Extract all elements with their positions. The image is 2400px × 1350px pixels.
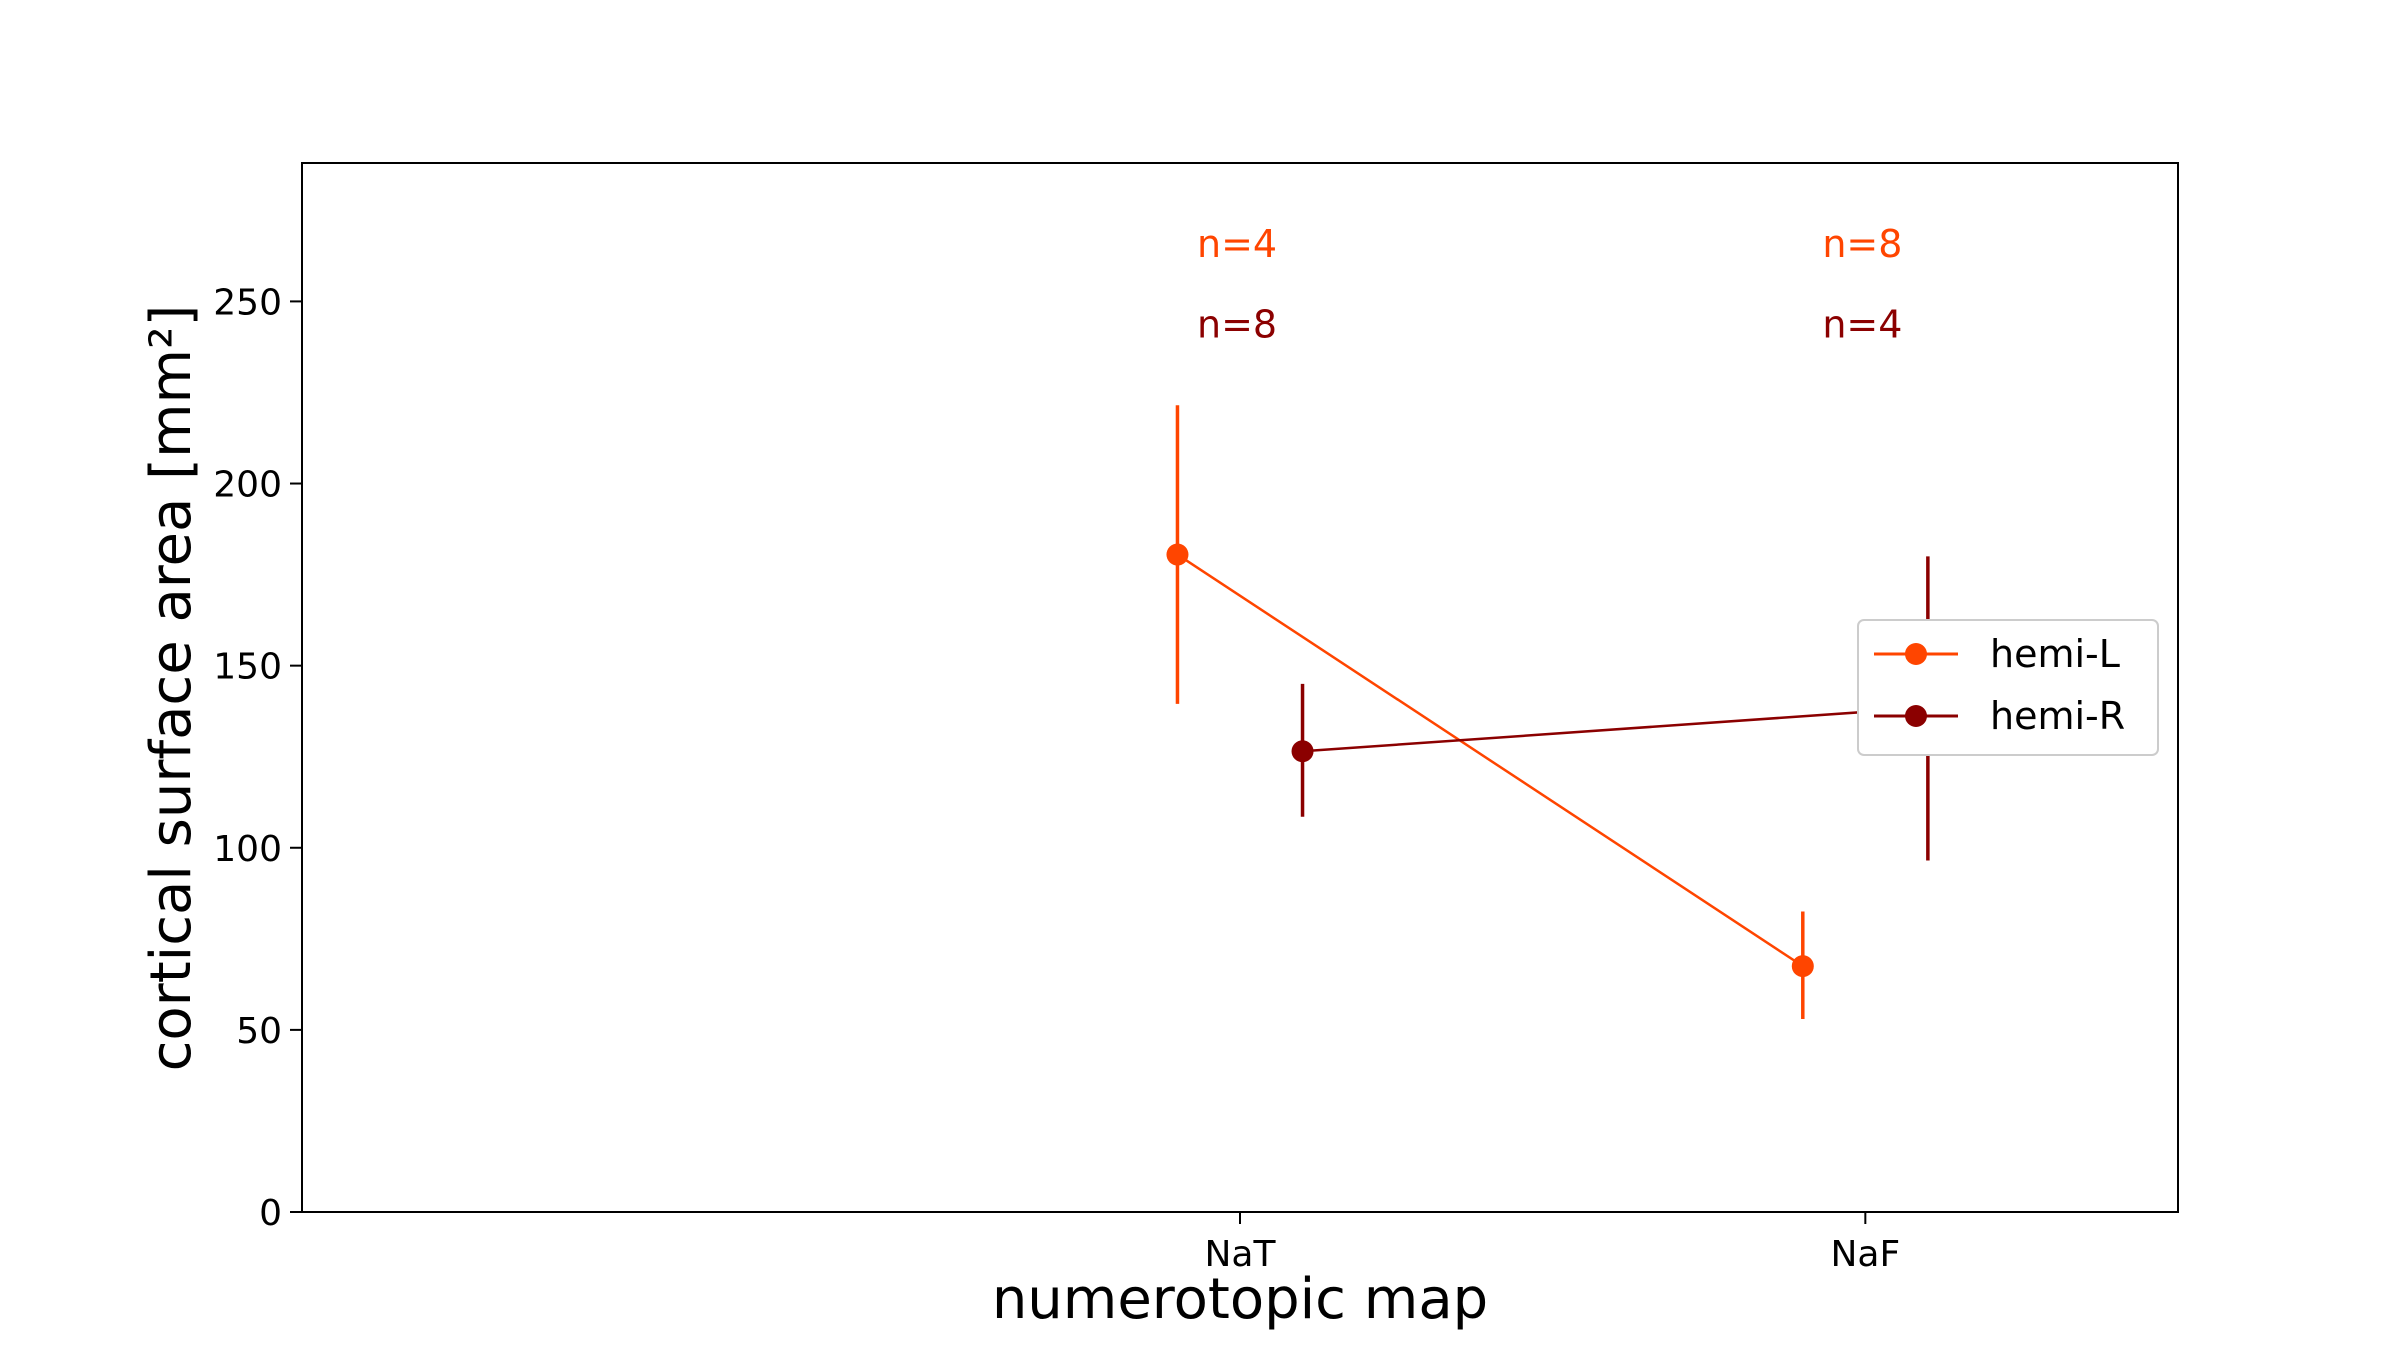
series-line bbox=[1176, 553, 1804, 968]
y-tick-label: 0 bbox=[259, 1193, 282, 1234]
legend-marker bbox=[1905, 643, 1927, 665]
n-label: n=4 bbox=[1822, 302, 1902, 346]
series-layer bbox=[1166, 405, 1939, 1019]
y-tick-label: 50 bbox=[236, 1011, 282, 1052]
data-point bbox=[1791, 955, 1814, 978]
legend-entry: hemi-L bbox=[1874, 632, 2120, 676]
series-line bbox=[1302, 706, 1928, 753]
n-labels: n=4 n=8 n=8 n=4 bbox=[1197, 222, 1902, 346]
series-hemi-R bbox=[1291, 556, 1939, 861]
n-label: n=8 bbox=[1197, 302, 1277, 346]
legend-label: hemi-L bbox=[1990, 632, 2120, 676]
y-tick-label: 200 bbox=[213, 465, 282, 506]
data-point bbox=[1166, 543, 1189, 566]
x-axis-title: numerotopic map bbox=[992, 1267, 1488, 1332]
n-label: n=8 bbox=[1822, 222, 1902, 266]
n-label: n=4 bbox=[1197, 222, 1277, 266]
legend-label: hemi-R bbox=[1990, 694, 2125, 738]
legend-entry: hemi-R bbox=[1874, 694, 2125, 738]
series-hemi-L bbox=[1166, 405, 1814, 1019]
y-axis-title: cortical surface area [mm²] bbox=[139, 305, 204, 1072]
y-tick-label: 100 bbox=[213, 829, 282, 870]
legend: hemi-L hemi-R bbox=[1857, 619, 2159, 756]
y-tick-label: 150 bbox=[213, 647, 282, 688]
y-tick-label: 250 bbox=[213, 282, 282, 323]
y-axis: 0 50 100 150 200 250 bbox=[213, 282, 302, 1234]
data-point bbox=[1291, 740, 1314, 763]
x-tick-label: NaT bbox=[1205, 1234, 1277, 1275]
legend-marker bbox=[1905, 705, 1927, 727]
x-axis: NaT NaF bbox=[1205, 1212, 1900, 1275]
x-tick-label: NaF bbox=[1830, 1234, 1900, 1275]
